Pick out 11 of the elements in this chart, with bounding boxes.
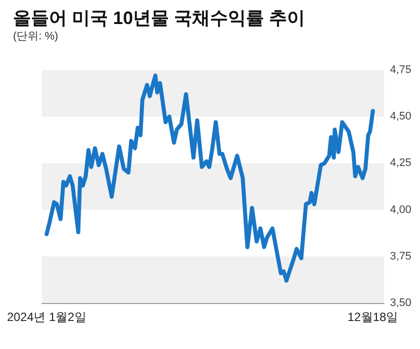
y-tick-label: 4,75 — [390, 64, 412, 76]
y-tick-label: 4,00 — [390, 204, 412, 216]
chart-subtitle: (단위: %) — [13, 30, 58, 42]
y-tick-label: 4,50 — [390, 110, 412, 123]
line-series — [44, 74, 375, 283]
y-tick-label: 3,75 — [390, 250, 412, 262]
x-tick-label: 12월18일 — [347, 310, 398, 324]
chart-title: 올들어 미국 10년물 국채수익률 추이 — [13, 8, 306, 28]
y-tick-label: 4,25 — [390, 157, 412, 170]
x-tick-label: 2024년 1월2일 — [6, 310, 86, 324]
y-tick-label: 3,50 — [390, 297, 412, 309]
